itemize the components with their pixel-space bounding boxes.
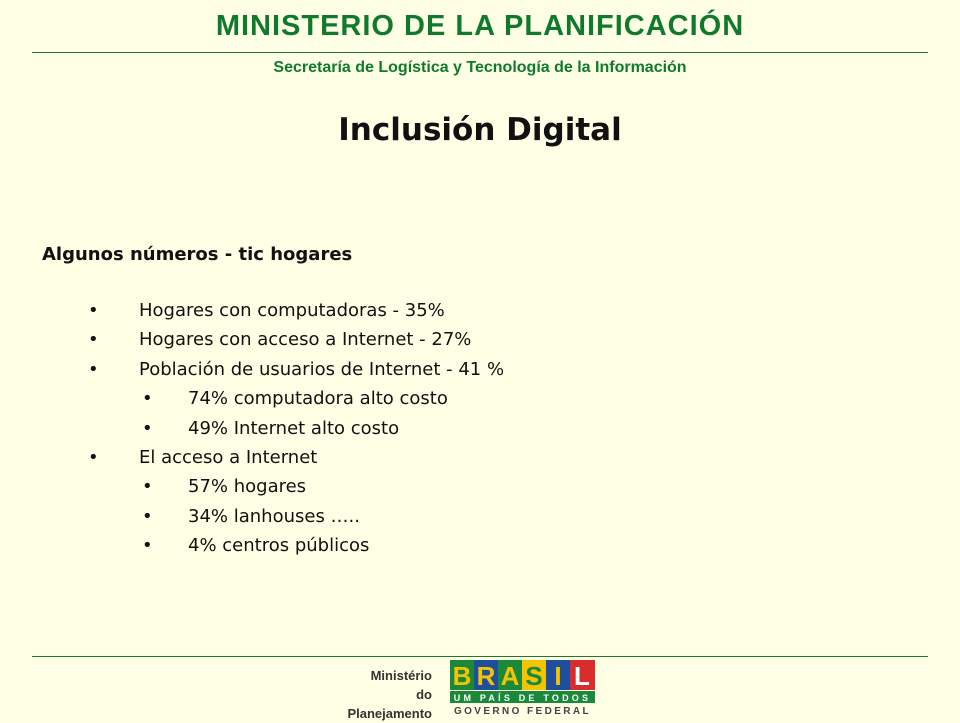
header-title: MINISTERIO DE LA PLANIFICACIÓN [215,10,745,42]
bullet-list: • Hogares con computadoras - 35% • Hogar… [0,296,960,561]
bullet-icon: • [88,329,99,351]
list-item-text: 57% hogares [188,476,307,498]
list-item-text: 49% Internet alto costo [188,417,400,439]
list-item-text: Hogares con acceso a Internet - 27% [139,329,472,351]
ministry-logo: Ministério do Planejamento [328,666,432,723]
brasil-logo: B R A S I L UM PAÍS DE TODOS GOVERNO FED… [450,660,595,716]
list-item: • Población de usuarios de Internet - 41… [0,355,960,384]
brasil-letter-b: B [453,661,472,691]
brasil-letter-s: S [525,661,542,691]
bullet-icon: • [142,417,153,439]
list-item-text: El acceso a Internet [139,446,318,468]
list-item-text: 74% computadora alto costo [188,388,448,410]
list-item-text: 4% centros públicos [188,535,370,557]
slide-title: Inclusión Digital [338,112,622,148]
bullet-icon: • [142,535,153,557]
list-item-text: Población de usuarios de Internet - 41 % [139,358,505,380]
sub-list-item: • 57% hogares [0,472,960,501]
brasil-letter-l: L [574,661,590,691]
bullet-icon: • [142,388,153,410]
bullet-icon: • [142,505,153,527]
list-item-text: Hogares con computadoras - 35% [139,300,445,321]
header-divider [32,52,928,53]
list-item: • El acceso a Internet [0,443,960,472]
bullet-icon: • [88,446,99,468]
list-item-text: 34% lanhouses ….. [188,505,360,527]
sub-list-item: • 34% lanhouses ….. [0,502,960,531]
bullet-icon: • [142,476,153,498]
section-heading: Algunos números - tic hogares [42,244,353,265]
list-item: • Hogares con acceso a Internet - 27% [0,325,960,354]
brasil-government: GOVERNO FEDERAL [454,706,591,716]
brasil-letter-a: A [501,661,520,691]
footer-divider [32,656,928,657]
sub-list-item: • 49% Internet alto costo [0,414,960,443]
bullet-icon: • [88,300,99,321]
sub-list-item: • 74% computadora alto costo [0,384,960,413]
bullet-icon: • [88,358,99,380]
ministry-logo-line2: do Planejamento [347,687,432,721]
brasil-letter-r: R [477,661,496,691]
list-item: • Hogares con computadoras - 35% [0,296,960,325]
header-subtitle: Secretaría de Logística y Tecnología de … [273,59,687,76]
ministry-logo-line1: Ministério [370,668,432,683]
sub-list-item: • 4% centros públicos [0,531,960,560]
brasil-tagline: UM PAÍS DE TODOS [454,693,591,703]
brasil-letter-i: I [554,661,561,691]
